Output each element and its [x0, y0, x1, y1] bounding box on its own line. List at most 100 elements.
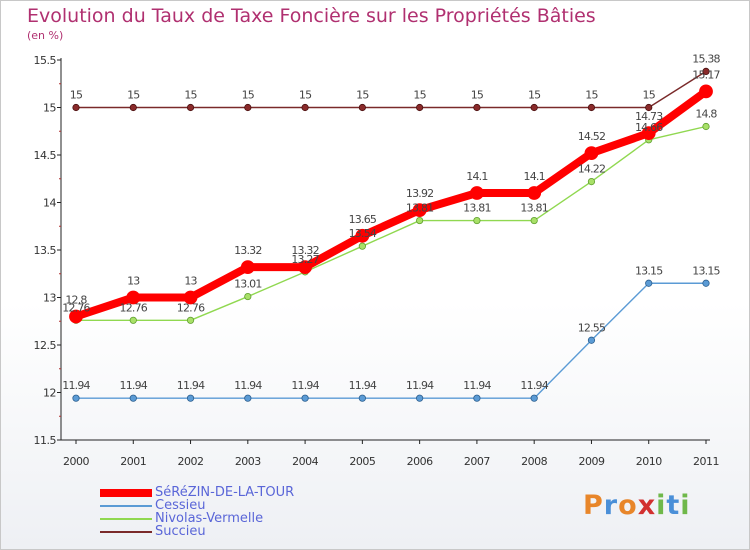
- data-label: 12.8: [65, 294, 87, 307]
- x-tick-label: 2009: [578, 455, 604, 468]
- data-point: [587, 103, 596, 112]
- data-label: 15: [299, 89, 312, 102]
- series-line-1: [75, 282, 707, 399]
- data-point: [587, 336, 596, 344]
- data-label: 15: [70, 89, 83, 102]
- data-label: 14.22: [578, 163, 606, 176]
- data-label: 13.15: [635, 264, 663, 277]
- data-point: [183, 290, 198, 305]
- legend-swatch: [100, 517, 152, 520]
- chart-subtitle: (en %): [27, 29, 64, 42]
- data-point: [186, 394, 195, 402]
- legend-item: Succieu: [100, 525, 294, 538]
- data-label: 12.76: [120, 301, 148, 314]
- x-tick-label: 2008: [521, 455, 547, 468]
- data-point: [244, 394, 252, 402]
- data-point: [301, 394, 309, 402]
- data-label: 13: [127, 275, 140, 288]
- data-point: [129, 394, 137, 402]
- data-point: [702, 279, 710, 287]
- x-tick-label: 2004: [292, 455, 318, 468]
- data-label: 11.94: [120, 379, 148, 392]
- legend-swatch: [100, 530, 152, 533]
- y-tick-label: 14.5: [34, 149, 57, 162]
- data-label: 15: [585, 89, 598, 102]
- data-point: [530, 216, 538, 225]
- data-point: [473, 216, 481, 225]
- data-label: 11.94: [291, 379, 319, 392]
- series-line-0: [72, 87, 710, 321]
- data-point: [702, 67, 710, 76]
- data-label: 12.76: [62, 301, 90, 314]
- data-label: 13: [184, 275, 197, 288]
- data-point: [298, 260, 312, 275]
- data-point: [358, 242, 366, 250]
- x-tick-label: 2006: [407, 455, 433, 468]
- data-point: [641, 126, 656, 141]
- legend-item: SéRéZIN-DE-LA-TOUR: [100, 486, 294, 499]
- chart-title: Evolution du Taux de Taxe Foncière sur l…: [27, 5, 596, 27]
- data-point: [530, 103, 538, 112]
- y-tick-label: 11.5: [34, 434, 57, 447]
- series-line-2: [75, 125, 707, 321]
- y-tick-label: 15.5: [34, 54, 57, 67]
- x-tick-label: 2000: [63, 455, 89, 468]
- data-label: 13.01: [234, 278, 262, 291]
- data-point: [416, 103, 424, 112]
- data-label: 14.52: [578, 130, 606, 143]
- data-point: [301, 103, 309, 112]
- data-point: [584, 146, 599, 161]
- data-label: 14.66: [635, 121, 663, 134]
- data-point: [473, 103, 481, 112]
- data-label: 13.32: [291, 244, 319, 257]
- y-tick-label: 13: [43, 292, 56, 305]
- y-tick-label: 15: [43, 102, 56, 115]
- legend-label: SéRéZIN-DE-LA-TOUR: [155, 485, 295, 500]
- legend-label: Cessieu: [155, 498, 206, 513]
- data-point: [355, 228, 370, 243]
- data-label: 13.92: [406, 187, 434, 200]
- legend-label: Succieu: [155, 524, 206, 539]
- x-tick-label: 2011: [693, 455, 719, 468]
- data-point: [645, 279, 653, 287]
- data-label: 12.76: [177, 301, 205, 314]
- data-point: [244, 103, 252, 112]
- data-label: 11.94: [234, 379, 262, 392]
- data-label: 15: [528, 89, 541, 102]
- data-point: [129, 316, 137, 324]
- data-point: [126, 290, 141, 305]
- proxiti-logo: Proxiti: [583, 490, 691, 521]
- data-label: 11.94: [349, 379, 377, 392]
- data-label: 15.17: [692, 68, 720, 81]
- data-point: [186, 316, 195, 324]
- data-label: 13.81: [520, 202, 548, 215]
- data-point: [244, 292, 252, 301]
- x-tick-label: 2002: [178, 455, 204, 468]
- series-line-3: [75, 70, 707, 109]
- legend-item: Cessieu: [100, 499, 294, 512]
- data-label: 11.94: [177, 379, 205, 392]
- x-tick-label: 2003: [235, 455, 261, 468]
- chart-legend: SéRéZIN-DE-LA-TOUR Cessieu Nivolas-Vermell…: [100, 486, 294, 538]
- data-label: 15: [356, 89, 369, 102]
- data-point: [72, 103, 80, 112]
- data-label: 13.15: [692, 264, 720, 277]
- data-label: 11.94: [463, 379, 491, 392]
- data-point: [186, 103, 195, 112]
- data-point: [530, 394, 538, 402]
- y-tick-label: 12: [43, 387, 56, 400]
- legend-swatch: [100, 504, 152, 507]
- data-point: [470, 186, 484, 200]
- data-label: 14.8: [695, 108, 717, 121]
- data-label: 11.94: [520, 379, 548, 392]
- data-label: 11.94: [406, 379, 434, 392]
- data-label: 12.55: [578, 321, 606, 334]
- y-tick-label: 12.5: [34, 339, 57, 352]
- data-point: [358, 394, 366, 402]
- data-label: 13.27: [291, 253, 319, 266]
- data-point: [358, 103, 366, 112]
- legend-label: Nivolas-Vermelle: [155, 511, 264, 526]
- data-label: 15: [643, 89, 656, 102]
